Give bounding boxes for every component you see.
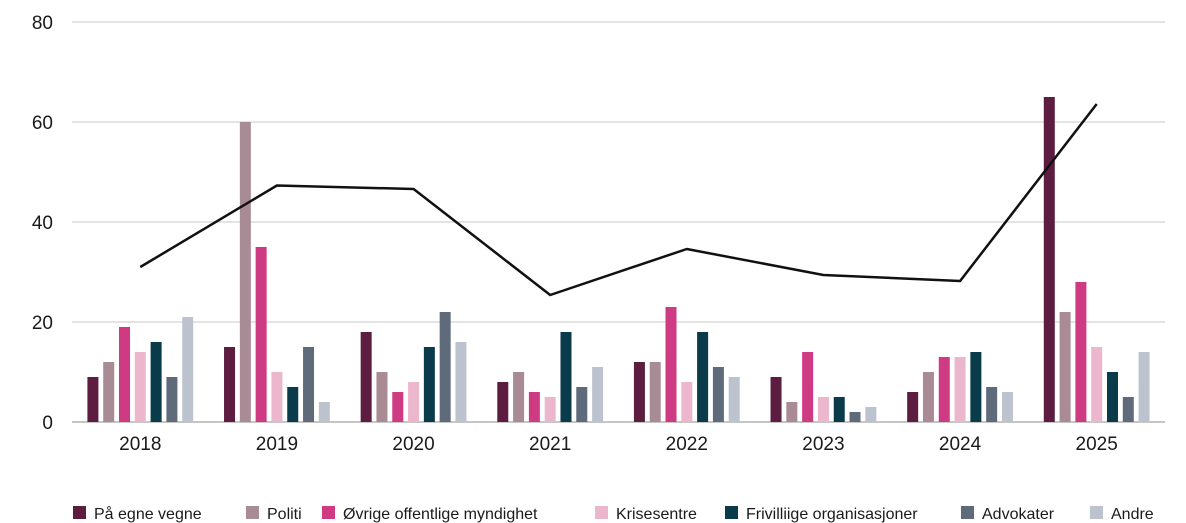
- bar-2022-2: [665, 307, 677, 422]
- x-tick-label: 2018: [119, 434, 161, 455]
- bar-2021-3: [544, 397, 556, 422]
- bar-2018-0: [87, 377, 99, 422]
- bar-2020-0: [360, 332, 372, 422]
- bar-2025-4: [1106, 372, 1118, 422]
- legend-label: Øvrige offentlige myndighet: [343, 506, 538, 523]
- bar-2025-1: [1059, 312, 1071, 422]
- legend-swatch: [1090, 506, 1103, 519]
- bar-2024-1: [922, 372, 934, 422]
- gridlines: [72, 21, 1165, 423]
- bar-2024-2: [938, 357, 950, 422]
- bar-2019-0: [224, 347, 236, 422]
- x-axis-ticks: 2018 2019 2020 2021 2022 2023 2024 2025: [119, 434, 1118, 455]
- bar-2021-1: [513, 372, 525, 422]
- y-tick-label: 40: [32, 213, 53, 234]
- bar-2025-3: [1091, 347, 1103, 422]
- bar-series: [87, 97, 1150, 422]
- y-tick-label: 80: [32, 13, 53, 34]
- y-tick-label: 20: [32, 313, 53, 334]
- bar-2025-6: [1138, 352, 1150, 422]
- bar-2021-4: [560, 332, 572, 422]
- x-tick-label: 2024: [939, 434, 982, 455]
- bar-2018-4: [150, 342, 162, 422]
- bar-2019-3: [271, 372, 283, 422]
- bar-2023-0: [770, 377, 782, 422]
- y-tick-label: 60: [32, 113, 53, 134]
- bar-2023-6: [865, 407, 877, 422]
- bar-2020-4: [423, 347, 435, 422]
- bar-2020-3: [408, 382, 420, 422]
- bar-2023-2: [802, 352, 814, 422]
- legend-label: Krisesentre: [616, 506, 697, 523]
- x-tick-label: 2019: [256, 434, 298, 455]
- bar-2019-5: [303, 347, 315, 422]
- legend-swatch: [725, 506, 738, 519]
- bar-2018-3: [134, 352, 146, 422]
- bar-2021-6: [592, 367, 604, 422]
- bar-2022-0: [633, 362, 645, 422]
- bar-2023-1: [786, 402, 798, 422]
- bar-2022-3: [681, 382, 693, 422]
- bar-2022-6: [728, 377, 740, 422]
- bar-2020-6: [455, 342, 467, 422]
- bar-2020-1: [376, 372, 388, 422]
- bar-2024-5: [986, 387, 998, 422]
- bar-2023-4: [833, 397, 845, 422]
- bar-2018-1: [103, 362, 115, 422]
- bar-2019-2: [255, 247, 267, 422]
- bar-2025-5: [1122, 397, 1134, 422]
- legend-swatch: [961, 506, 974, 519]
- bar-2023-3: [817, 397, 829, 422]
- bar-2019-4: [287, 387, 299, 422]
- legend-label: Advokater: [982, 506, 1055, 523]
- bar-2020-2: [392, 392, 404, 422]
- bar-2024-0: [907, 392, 919, 422]
- legend-swatch: [595, 506, 608, 519]
- trend-polyline: [139, 103, 1098, 297]
- bar-2021-5: [576, 387, 588, 422]
- bar-2024-3: [954, 357, 966, 422]
- legend-swatch: [322, 506, 335, 519]
- bar-2021-2: [528, 392, 540, 422]
- y-tick-label: 0: [42, 413, 53, 434]
- bar-2022-1: [649, 362, 661, 422]
- x-tick-label: 2023: [802, 434, 844, 455]
- y-axis-ticks: 0 20 40 60 80: [32, 13, 53, 434]
- legend-label: Andre: [1111, 506, 1154, 523]
- bar-2024-4: [970, 352, 982, 422]
- bar-2018-6: [182, 317, 194, 422]
- trend-line: [139, 103, 1098, 297]
- legend-label: Politi: [267, 506, 302, 523]
- bar-2024-6: [1001, 392, 1013, 422]
- bar-2021-0: [497, 382, 509, 422]
- bar-2019-6: [318, 402, 330, 422]
- legend-swatch: [246, 506, 259, 519]
- bar-2022-4: [697, 332, 709, 422]
- bar-2023-5: [849, 412, 861, 422]
- legend-label: På egne vegne: [94, 505, 202, 523]
- legend: På egne vegne Politi Øvrige offentlige myn…: [73, 505, 1154, 523]
- bar-2025-2: [1075, 282, 1087, 422]
- bar-2018-5: [166, 377, 178, 422]
- x-tick-label: 2025: [1076, 434, 1118, 455]
- x-tick-label: 2020: [392, 434, 434, 455]
- bar-2020-5: [439, 312, 451, 422]
- legend-label: Frivilliige organisasjoner: [746, 506, 918, 523]
- bar-2019-1: [239, 122, 251, 422]
- legend-swatch: [73, 506, 86, 519]
- bar-2022-5: [712, 367, 724, 422]
- x-tick-label: 2022: [666, 434, 708, 455]
- bar-2018-2: [119, 327, 131, 422]
- x-tick-label: 2021: [529, 434, 571, 455]
- bar-2025-0: [1043, 97, 1055, 422]
